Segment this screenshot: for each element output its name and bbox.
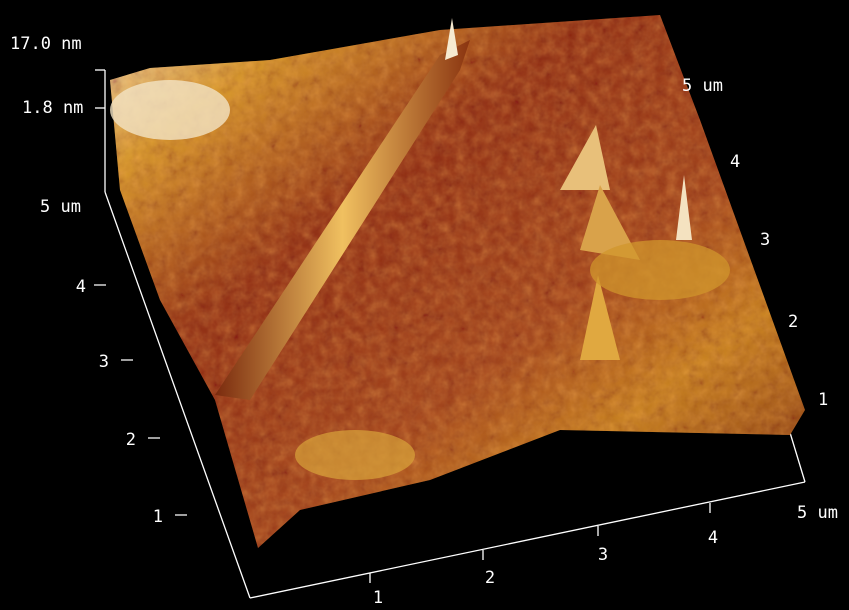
bright-region xyxy=(110,80,230,140)
right-tick-label: 4 xyxy=(730,152,740,172)
left-tick-label: 1 xyxy=(153,507,163,527)
bottom-tick-label: 3 xyxy=(598,545,608,565)
plateau xyxy=(295,430,415,480)
bottom-tick-label: 5 um xyxy=(797,503,838,523)
z-mid-label: 1.8 nm xyxy=(22,98,83,118)
left-tick-label: 3 xyxy=(99,352,109,372)
plateau xyxy=(590,240,730,300)
bottom-tick-label: 2 xyxy=(485,568,495,588)
left-tick-label: 2 xyxy=(126,430,136,450)
right-tick-label: 2 xyxy=(788,312,798,332)
bottom-tick-label: 1 xyxy=(373,588,383,608)
right-tick-label: 3 xyxy=(760,230,770,250)
left-tick-label: 5 um xyxy=(40,197,81,217)
right-tick-label: 1 xyxy=(818,390,828,410)
right-tick-label: 5 um xyxy=(682,76,723,96)
left-tick-label: 4 xyxy=(76,277,86,297)
z-max-label: 17.0 nm xyxy=(10,34,82,54)
afm-image: 17.0 nm 1.8 nm 1 2 3 4 5 um 1 2 3 4 5 um… xyxy=(0,0,849,610)
bottom-tick-label: 4 xyxy=(708,528,718,548)
